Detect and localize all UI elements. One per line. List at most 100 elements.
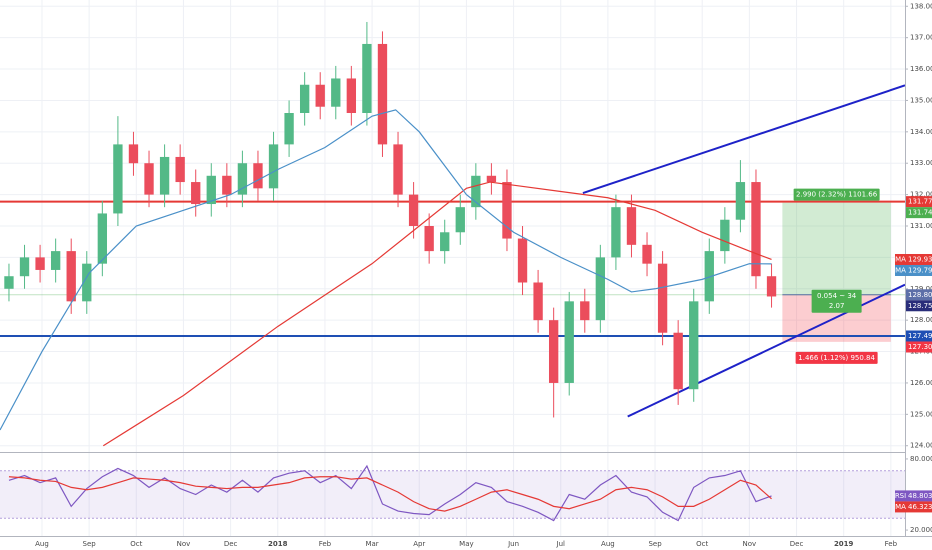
candle-body: [455, 207, 465, 233]
y-tick-label: 124.000: [910, 442, 932, 450]
price-label-bg: [906, 253, 932, 265]
x-tick-label: Mar: [365, 540, 378, 548]
price-label: 131.745: [908, 209, 932, 217]
y-tick-label: 129.000: [910, 285, 932, 293]
x-tick-label: Sep: [648, 540, 662, 548]
center-label: 2.07: [829, 302, 845, 310]
candle-body: [642, 244, 652, 264]
stop-label: 1.466 (1.12%) 950.84: [798, 354, 875, 362]
candle-body: [175, 156, 185, 183]
tag-label: RSI: [895, 492, 906, 500]
candle-body: [268, 144, 279, 189]
price-label: 128.755: [908, 302, 932, 310]
target-zone: [782, 202, 891, 295]
tag-label: MA: [895, 503, 906, 511]
price-label: 128.809: [908, 291, 932, 299]
center-label: 0.054 ~ 34: [817, 292, 857, 300]
y-tick-label: 131.000: [910, 222, 932, 230]
candle-body: [408, 194, 419, 226]
candle-body: [346, 78, 357, 113]
x-tick-label: Nov: [743, 540, 757, 548]
price-label-bg: [906, 330, 932, 342]
target-label-bg: [793, 188, 880, 201]
candle-body: [97, 213, 108, 264]
x-tick-label: Sep: [83, 540, 97, 548]
candle-body: [35, 257, 45, 270]
candle-body: [471, 175, 481, 208]
candle-body: [362, 43, 372, 113]
candle-body: [424, 226, 434, 252]
stop-label-bg: [795, 351, 878, 364]
x-tick-label: May: [459, 540, 473, 548]
y-tick-label: 125.000: [910, 410, 932, 418]
x-tick-label: Feb: [319, 540, 332, 548]
price-label-bg: [906, 341, 932, 353]
tag-label: MA: [895, 255, 906, 263]
candle-body: [689, 301, 699, 390]
candle-body: [673, 332, 683, 390]
candle-body: [331, 78, 341, 107]
moving-average: [0, 109, 772, 431]
candle-body: [564, 301, 574, 383]
candle-body: [704, 251, 714, 302]
candle-body: [222, 175, 232, 195]
trend-line: [582, 84, 905, 194]
y-tick-label: 128.000: [910, 316, 932, 324]
candle-body: [377, 43, 388, 145]
x-tick-label: Aug: [601, 540, 615, 548]
candle-body: [611, 207, 621, 258]
candle-body: [626, 207, 637, 245]
price-label-bg: [906, 196, 932, 208]
candle-body: [128, 144, 139, 164]
candle-body: [4, 276, 14, 289]
x-tick-label: Apr: [413, 540, 425, 548]
y-tick-label: 136.000: [910, 65, 932, 73]
rsi-pane: [0, 453, 905, 536]
candle-body: [237, 163, 248, 195]
candle-body: [766, 276, 777, 297]
rsi-line: [8, 476, 772, 512]
candle-body: [720, 219, 730, 252]
y-tick-label: 138.000: [910, 2, 932, 10]
candle-body: [253, 163, 263, 189]
price-label: 46.3231: [908, 503, 932, 511]
candle-body: [440, 232, 450, 252]
candle-body: [66, 251, 76, 302]
price-label: 129.933: [908, 255, 932, 263]
main-pane: [0, 0, 905, 452]
price-label-bg: [906, 289, 932, 301]
candle-body: [735, 182, 746, 220]
x-tick-label: 2019: [834, 540, 854, 548]
candle-body: [517, 238, 528, 283]
x-tick-label: Oct: [696, 540, 708, 548]
x-tick-label: Jun: [507, 540, 519, 548]
x-tick-label: Nov: [177, 540, 191, 548]
x-tick-label: Dec: [790, 540, 804, 548]
candle-body: [50, 251, 61, 270]
y-tick-label: 126.000: [910, 379, 932, 387]
candle-body: [19, 257, 30, 277]
center-label-bg: [811, 289, 862, 313]
y-tick-label: 132.000: [910, 191, 932, 199]
x-tick-label: Oct: [130, 540, 142, 548]
y-tick-label: 135.000: [910, 96, 932, 104]
candle-body: [393, 144, 403, 195]
candle-body: [299, 84, 310, 113]
candle-body: [159, 156, 170, 195]
candle-body: [657, 263, 668, 333]
y-tick-label: 20.0000: [910, 526, 932, 534]
price-label-bg: [906, 300, 932, 312]
candle-body: [315, 84, 325, 107]
price-label-bg: [906, 501, 932, 513]
candle-body: [82, 263, 92, 302]
price-label: 131.776: [908, 198, 932, 206]
candle-body: [144, 163, 154, 195]
candle-body: [191, 182, 201, 205]
tag-bg: [895, 490, 906, 502]
price-label: 127.496: [908, 332, 932, 340]
x-tick-label: Feb: [885, 540, 898, 548]
tag-label: MA: [895, 266, 906, 274]
candle-body: [595, 257, 606, 321]
tag-bg: [895, 501, 906, 513]
